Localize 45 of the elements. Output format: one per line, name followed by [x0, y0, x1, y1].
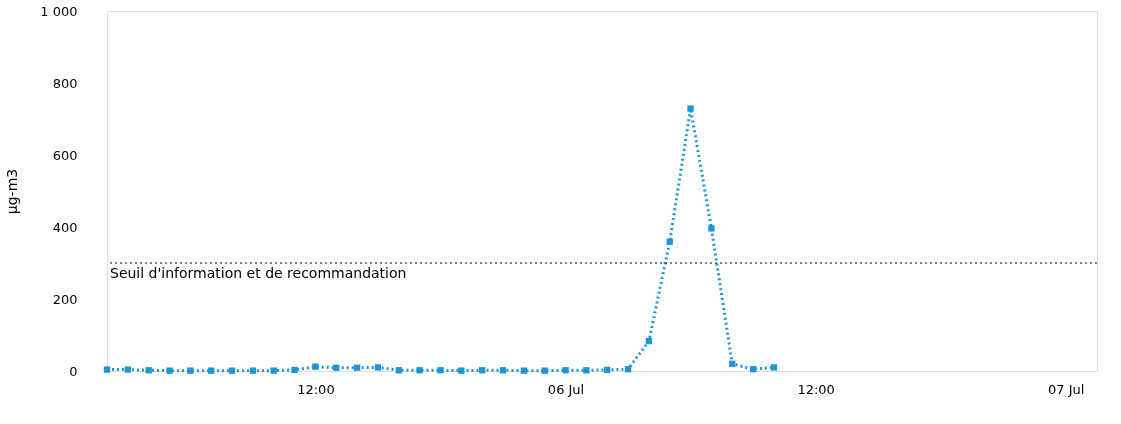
x-tick-label: 12:00: [797, 381, 835, 397]
point: [562, 367, 569, 374]
y-tick-label: 400: [52, 219, 78, 235]
point: [479, 367, 486, 374]
point: [666, 238, 673, 245]
y-axis-title: µg-m3: [4, 168, 21, 215]
point: [333, 364, 340, 371]
point: [374, 364, 382, 371]
ref-line-label: Seuil d'information et de recommandation: [110, 265, 407, 281]
point: [520, 367, 528, 374]
point: [208, 367, 215, 374]
point: [499, 367, 507, 374]
y-tick-label: 800: [52, 75, 78, 91]
point: [458, 367, 465, 374]
point: [583, 367, 590, 374]
y-tick-label: 0: [69, 363, 78, 379]
point: [729, 360, 736, 367]
point: [353, 364, 361, 371]
point: [103, 366, 111, 373]
y-tick-label: 600: [52, 147, 78, 163]
x-tick-label: 07 Jul: [1048, 381, 1085, 397]
point: [687, 105, 694, 112]
point: [228, 367, 236, 374]
point: [145, 367, 152, 374]
point: [437, 367, 444, 374]
point: [624, 366, 632, 373]
point: [645, 337, 653, 345]
y-tick-label: 1 000: [40, 3, 78, 19]
point: [166, 367, 173, 374]
point: [291, 366, 298, 374]
point: [270, 367, 277, 374]
point: [749, 366, 757, 373]
point: [312, 363, 319, 370]
point: [416, 367, 423, 374]
point: [541, 367, 548, 374]
y-tick-label: 200: [52, 291, 78, 307]
point: [604, 366, 611, 374]
x-tick-label: 12:00: [297, 381, 335, 397]
point: [770, 364, 778, 371]
point: [124, 366, 132, 373]
point: [249, 367, 257, 374]
x-tick-label: 06 Jul: [547, 381, 585, 397]
point: [187, 367, 194, 374]
point: [395, 367, 402, 374]
point: [708, 225, 715, 232]
